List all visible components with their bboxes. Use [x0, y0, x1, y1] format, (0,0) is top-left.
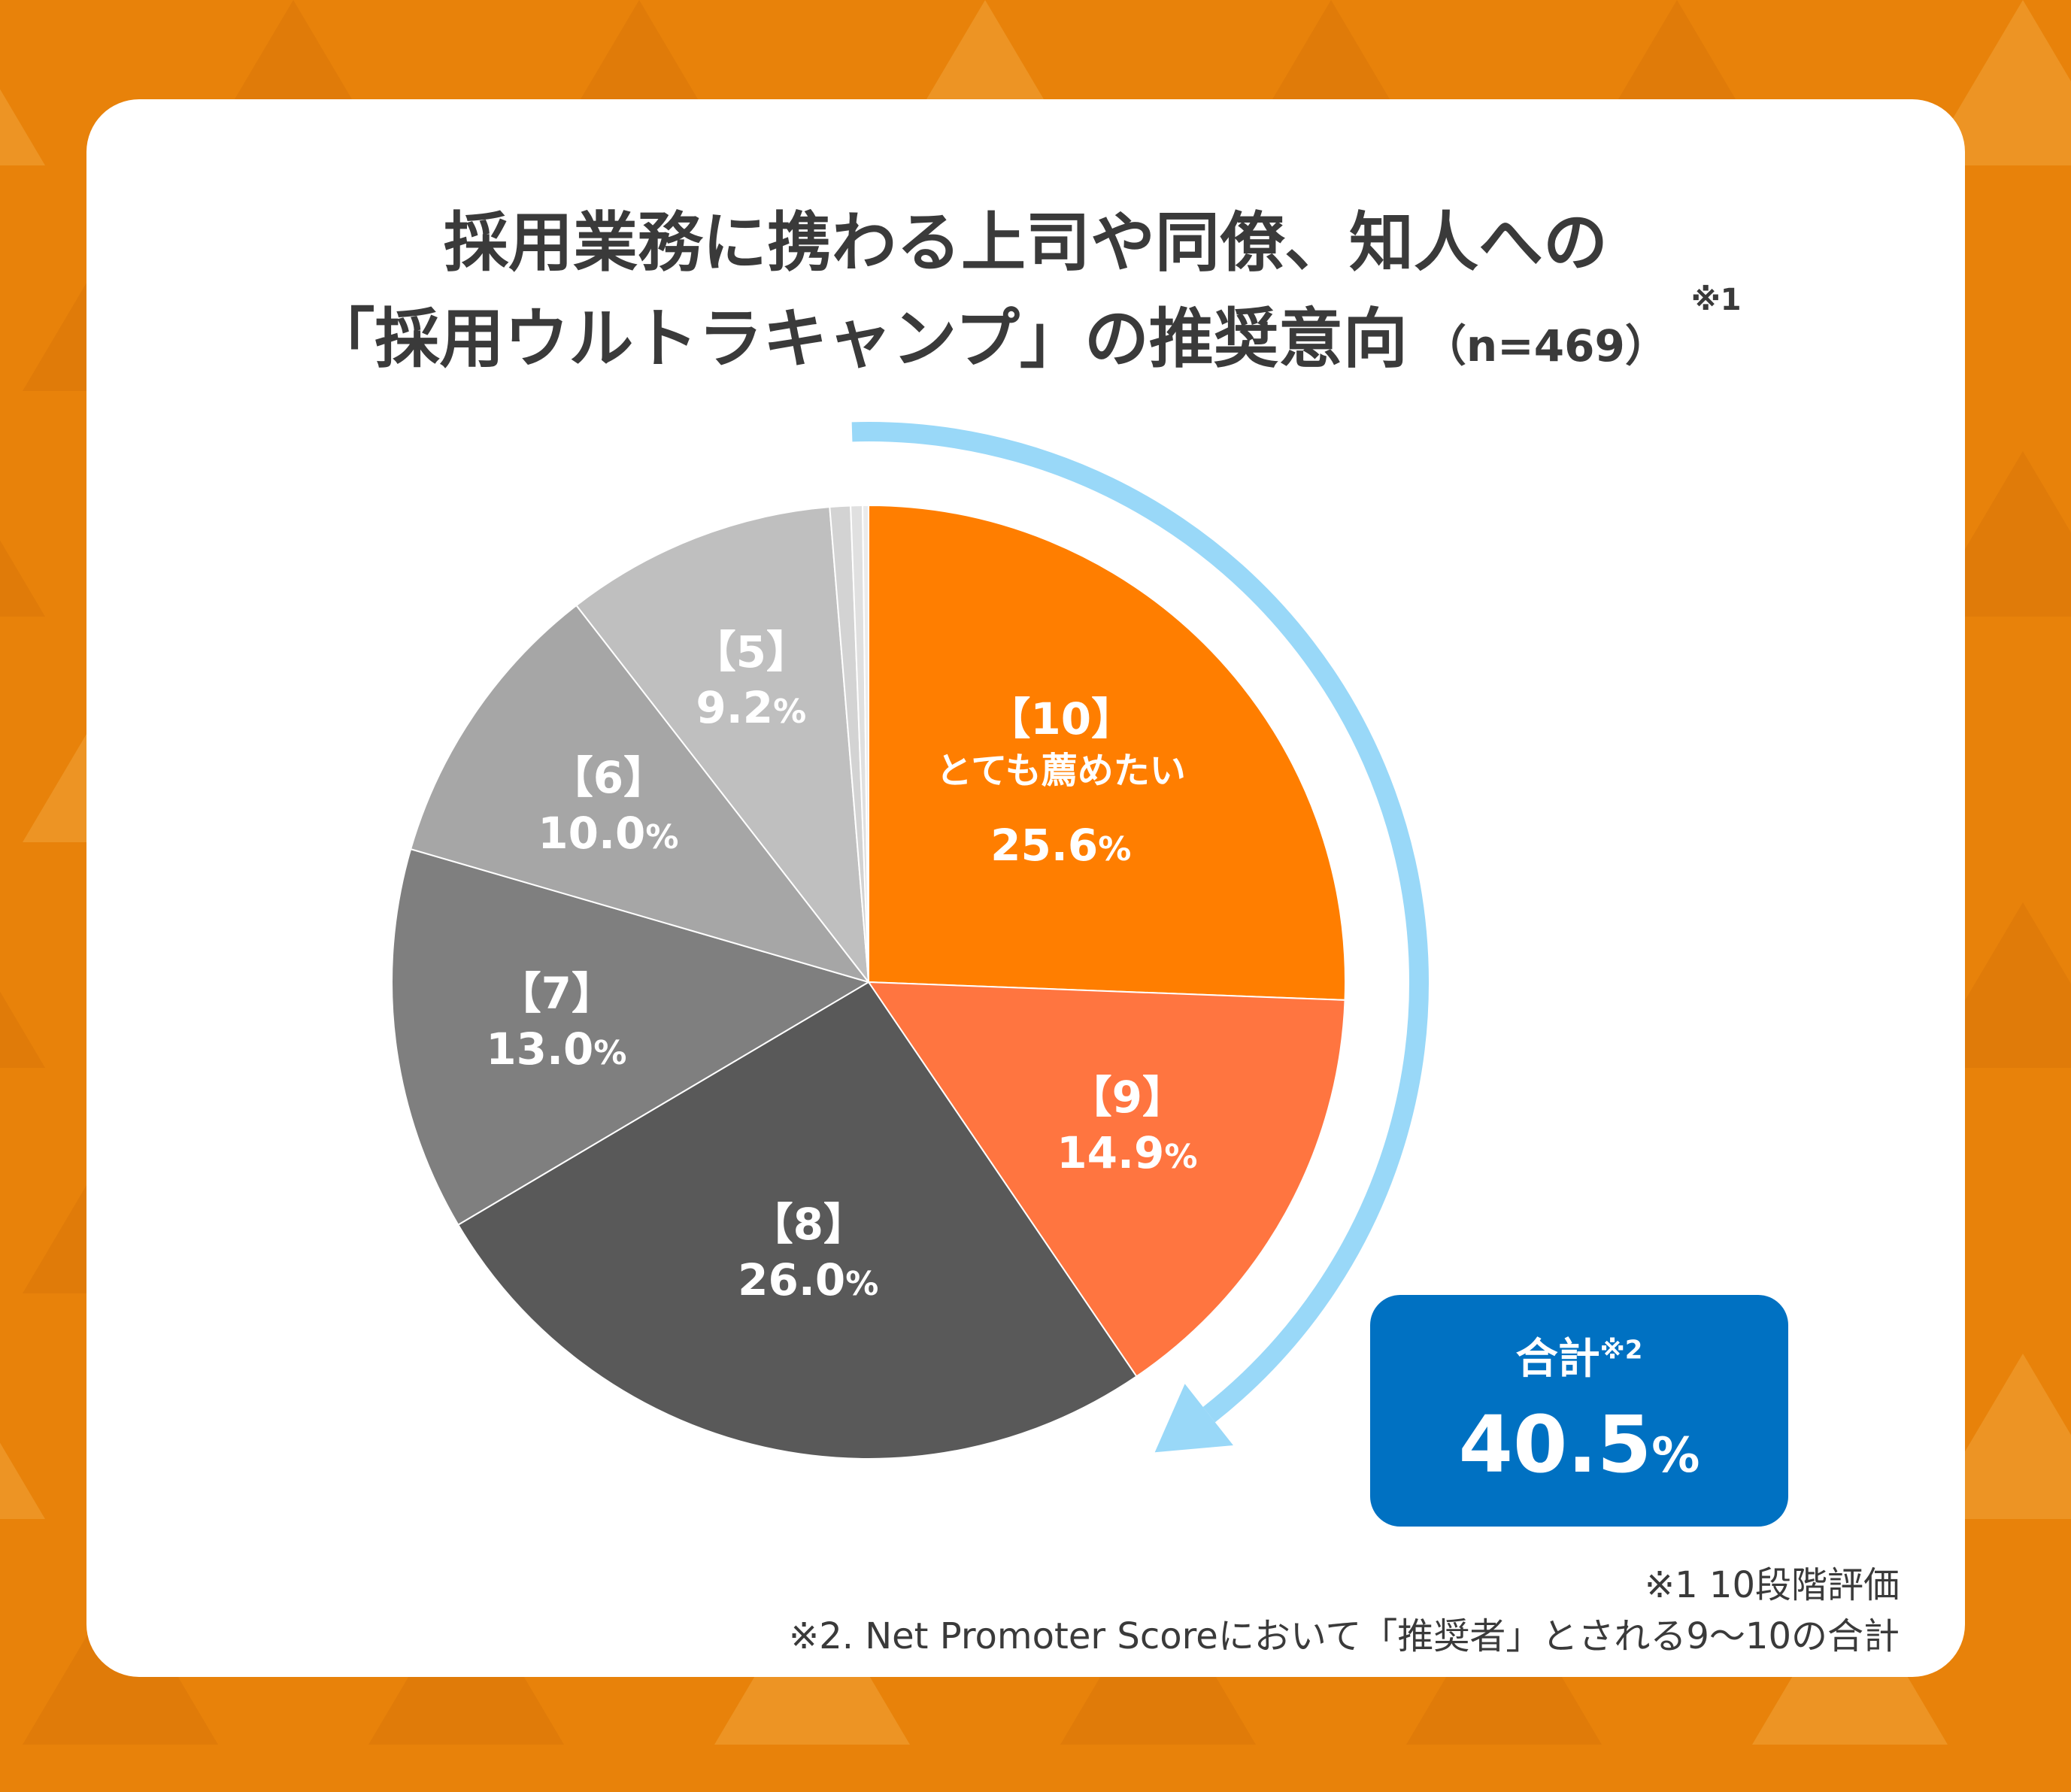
promoter-arc [851, 422, 1429, 1423]
promoter-arrow-head [1154, 1384, 1233, 1453]
slice-label-10: 【10】とても薦めたい 25.6% [936, 691, 1186, 878]
tent-shape [0, 1442, 45, 1519]
slice-value: 9.2% [696, 682, 807, 734]
slice-value: 26.0% [738, 1254, 879, 1305]
slice-category: 【10】 [987, 693, 1136, 744]
tent-shape [0, 991, 45, 1068]
sample-size: （n=469） [1422, 320, 1669, 371]
slice-value: 25.6% [990, 819, 1132, 871]
total-value-unit: % [1651, 1428, 1700, 1484]
pie-slice-9 [867, 981, 1346, 1378]
footnote-2: ※2. Net Promoter Scoreにおいて「推奨者」とされる9〜10の… [788, 1615, 1900, 1657]
chart-title-line2: 「採用ウルトラキャンプ」の推奨意向 （n=469） ※1 [86, 283, 1965, 380]
pie-slice-6 [409, 604, 871, 984]
footnote-ref-1: ※1 [1690, 283, 1742, 317]
slice-label-5: 【5】 9.2% [693, 624, 810, 740]
slice-value: 14.9% [1057, 1127, 1198, 1179]
footnote-1: ※1 10段階評価 [1644, 1564, 1900, 1606]
slice-category: 【7】 [497, 968, 616, 1020]
slice-value: 10.0% [538, 807, 679, 859]
slice-label-7: 【7】 13.0% [486, 966, 626, 1081]
tent-shape [0, 540, 45, 617]
total-value: 40.5% [1370, 1399, 1788, 1490]
pie-slice-5 [575, 506, 870, 985]
total-note-ref: ※2 [1599, 1335, 1643, 1366]
tent-shape [0, 89, 45, 165]
pie-slice-minor-8 [862, 504, 869, 983]
pie-slice-10 [868, 504, 1346, 1001]
slice-label-9: 【9】 14.9% [1057, 1069, 1197, 1185]
total-label-text: 合計 [1515, 1335, 1600, 1384]
slice-label-8: 【8】 26.0% [738, 1196, 878, 1312]
slice-category: 【6】 [549, 751, 668, 803]
total-label: 合計※2 [1370, 1325, 1788, 1386]
pie-slice-8 [456, 981, 1138, 1460]
slice-category: 【9】 [1068, 1072, 1187, 1123]
slice-category: 【8】 [749, 1198, 867, 1250]
total-value-number: 40.5 [1458, 1399, 1652, 1490]
slice-sublabel: とても薦めたい [935, 749, 1186, 792]
tent-shape [1925, 0, 2071, 165]
total-box: 合計※2 40.5% [1370, 1295, 1788, 1527]
slice-label-6: 【6】 10.0% [538, 750, 678, 866]
slice-category: 【5】 [692, 626, 810, 678]
slice-value: 13.0% [486, 1023, 627, 1075]
chart-title-text: 「採用ウルトラキャンプ」の推奨意向 [310, 302, 1408, 377]
chart-title-line1: 採用業務に携わる上司や同僚、知人への [444, 205, 1608, 280]
pie-slice-7 [391, 847, 871, 1227]
